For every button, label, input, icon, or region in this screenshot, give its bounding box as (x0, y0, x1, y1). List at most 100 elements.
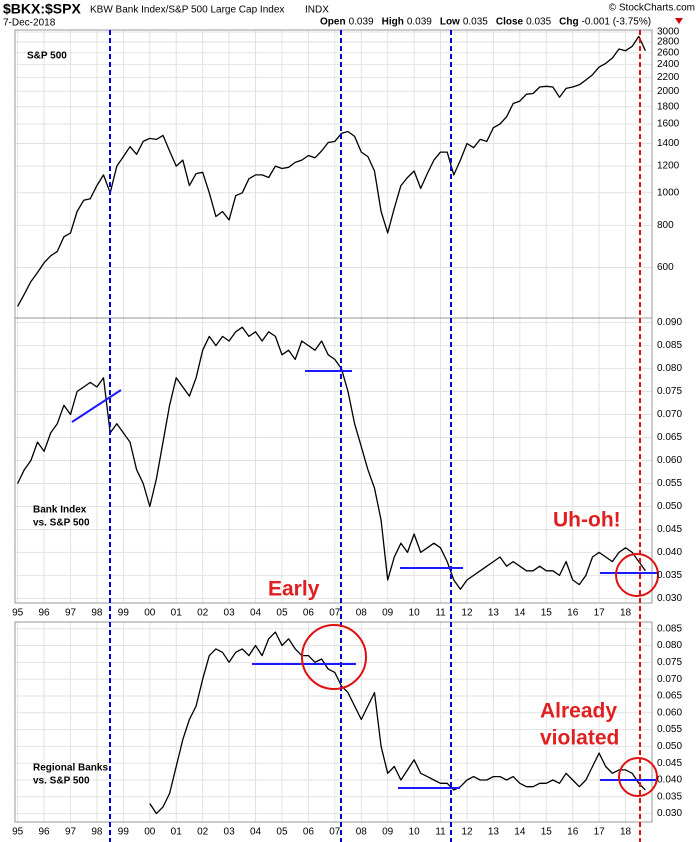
y-tick-label: 2000 (657, 86, 680, 97)
x-tick-label: 04 (250, 608, 262, 619)
x-tick-label: 11 (435, 608, 446, 619)
x-tick-label: 00 (144, 608, 156, 619)
x-tick-label: 08 (356, 827, 368, 838)
y-tick-label: 0.040 (657, 547, 682, 558)
x-tick-label: 04 (250, 827, 262, 838)
panel-label: S&P 500 (27, 51, 67, 62)
x-tick-label: 98 (91, 608, 103, 619)
quote-value: 0.039 (407, 17, 432, 28)
series-line (17, 35, 646, 307)
y-tick-label: 0.055 (657, 478, 682, 489)
x-tick-label: 13 (488, 827, 500, 838)
quote-value: 0.035 (463, 17, 488, 28)
quote-label: Close (496, 17, 524, 28)
x-tick-label: 10 (409, 608, 421, 619)
annotation: Uh-oh! (553, 509, 621, 532)
y-tick-label: 1600 (657, 119, 680, 130)
x-tick-label: 17 (594, 608, 606, 619)
series (17, 35, 646, 815)
annotation: Already (540, 700, 617, 723)
y-tick-label: 0.045 (657, 524, 682, 535)
y-tick-label: 0.060 (657, 455, 682, 466)
y-tick-label: 0.065 (657, 432, 682, 443)
quote-label: High (382, 17, 404, 28)
y-tick-label: 0.030 (657, 593, 682, 604)
highlight-circle (618, 757, 658, 797)
y-tick-label: 2800 (657, 37, 680, 48)
y-tick-label: 2200 (657, 72, 680, 83)
y-tick-label: 0.050 (657, 501, 682, 512)
quote-value: 0.035 (526, 17, 551, 28)
x-tick-label: 01 (171, 827, 183, 838)
x-tick-label: 97 (65, 608, 77, 619)
x-tick-label: 16 (567, 827, 579, 838)
y-tick-label: 3000 (657, 27, 680, 38)
x-tick-label: 07 (329, 827, 341, 838)
x-tick-label: 97 (65, 827, 77, 838)
x-tick-label: 09 (382, 827, 394, 838)
x-tick-label: 95 (12, 827, 24, 838)
panel-frame (14, 621, 653, 823)
x-tick-label: 99 (118, 827, 130, 838)
annotation: Early (268, 578, 320, 601)
x-tick-label: 15 (541, 827, 553, 838)
quote: Open 0.039 High 0.039 Low 0.035 Close 0.035 Chg -… (320, 17, 651, 28)
x-tick-label: 96 (39, 827, 51, 838)
x-tick-label: 06 (303, 827, 315, 838)
y-tick-label: 0.070 (657, 409, 682, 420)
x-tick-label: 07 (329, 608, 341, 619)
x-tick-label: 18 (620, 827, 632, 838)
x-tick-label: 14 (514, 608, 526, 619)
y-tick-label: 0.060 (657, 707, 682, 718)
x-tick-label: 05 (276, 827, 288, 838)
x-tick-label: 98 (91, 827, 103, 838)
x-tick-label: 99 (118, 608, 130, 619)
x-tick-label: 10 (409, 827, 421, 838)
y-tick-label: 2600 (657, 48, 680, 59)
quote-value: 0.039 (349, 17, 374, 28)
y-tick-label: 0.085 (657, 340, 682, 351)
y-tick-label: 0.080 (657, 640, 682, 651)
highlight-circle (615, 553, 659, 597)
grid (15, 30, 652, 822)
y-tick-label: 0.085 (657, 623, 682, 634)
y-tick-label: 2400 (657, 59, 680, 70)
y-tick-label: 0.065 (657, 691, 682, 702)
x-tick-label: 09 (382, 608, 394, 619)
x-tick-label: 02 (197, 608, 209, 619)
x-tick-label: 00 (144, 827, 156, 838)
y-tick-label: 0.050 (657, 741, 682, 752)
y-tick-label: 1000 (657, 187, 680, 198)
panel-label: vs. S&P 500 (33, 518, 90, 529)
annotation: violated (540, 727, 619, 750)
series-line (149, 631, 646, 815)
panel-label: vs. S&P 500 (33, 776, 90, 787)
y-tick-label: 600 (657, 262, 674, 273)
x-tick-label: 01 (171, 608, 183, 619)
highlight-circle (301, 624, 367, 690)
credit: © StockCharts.com (609, 3, 695, 14)
y-tick-label: 0.040 (657, 775, 682, 786)
exchange: INDX (305, 5, 329, 16)
symbol: $BKX:$SPX (3, 1, 81, 17)
y-tick-label: 0.090 (657, 317, 682, 328)
y-tick-label: 0.080 (657, 363, 682, 374)
series-line (17, 326, 646, 590)
quote-value: -0.001 (-3.75%) (582, 17, 651, 28)
quote-label: Chg (559, 17, 578, 28)
down-arrow (675, 18, 683, 24)
y-tick-label: 1200 (657, 161, 680, 172)
x-tick-label: 02 (197, 827, 209, 838)
x-tick-label: 12 (461, 827, 473, 838)
y-tick-label: 0.035 (657, 570, 682, 581)
panel-frame (14, 317, 653, 604)
x-tick-label: 95 (12, 608, 24, 619)
y-tick-label: 0.075 (657, 386, 682, 397)
quote-label: Low (440, 17, 460, 28)
x-tick-label: 11 (435, 827, 446, 838)
x-tick-label: 96 (39, 608, 51, 619)
y-tick-label: 0.030 (657, 808, 682, 819)
x-tick-label: 16 (567, 608, 579, 619)
x-tick-label: 15 (541, 608, 553, 619)
